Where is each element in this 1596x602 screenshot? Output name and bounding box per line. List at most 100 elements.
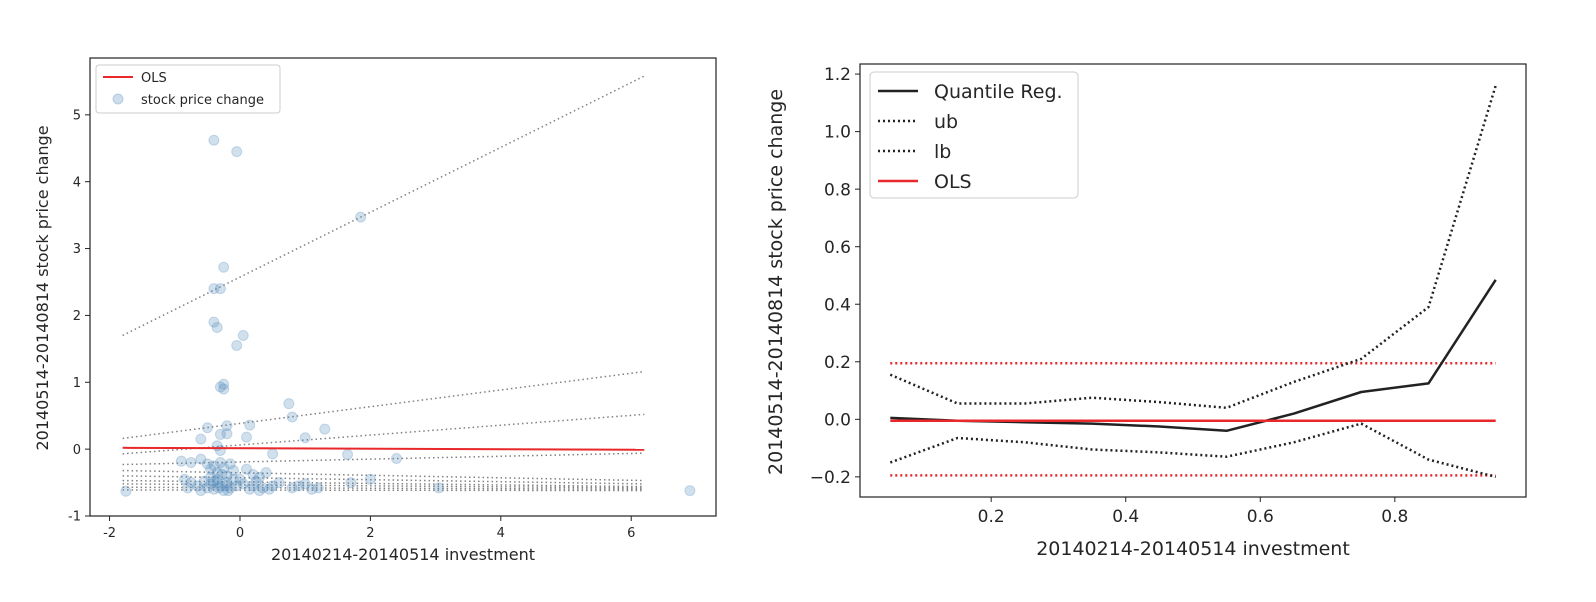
scatter-point [220,480,232,492]
scatter-point [299,478,311,490]
scatter-point [222,485,234,497]
scatter-point [250,475,262,487]
scatter-point [244,483,256,495]
y-tick-label: 0.8 [824,180,851,200]
scatter-point [241,431,252,443]
quantile-line [122,413,645,455]
scatter-point [342,448,354,460]
x-axis-label: 20140214-20140514 investment [271,545,535,564]
scatter-point [273,477,285,489]
scatter-point [208,134,220,146]
quantile-line [122,479,645,488]
quantile-line [122,489,645,492]
ols-regression-line [122,446,645,451]
y-tick-label: 1.0 [824,123,851,143]
axis-ticks: 0.2 0.4 0.6 0.8 −0.2 0.0 0.2 0.4 0.6 0.8 1.0 1.2 [810,65,1409,527]
scatter-point [214,457,226,469]
y-tick-label: 1.2 [824,65,851,85]
quantile-lines [122,75,645,492]
scatter-point [198,475,210,487]
scatter-point [192,480,204,492]
y-axis-label: 20140514-20140814 stock price change [33,125,52,450]
y-tick-label: 2 [73,309,81,324]
scatter-point [237,329,249,341]
scatter-point [218,485,230,497]
scatter-point [227,473,239,485]
scatter-point [185,457,197,469]
scatter-point [319,423,331,435]
quantile-line [122,370,645,440]
y-tick-label: −0.2 [810,468,851,488]
y-tick-label: 5 [73,109,81,124]
series-line-quantile-reg [890,279,1497,433]
scatter-point [211,467,223,479]
scatter-point [263,483,275,495]
scatter-point [254,485,266,497]
plot-frame [859,63,1527,498]
scatter-point [390,452,402,464]
axis-ticks: -2 0 2 4 6 -1 0 1 2 3 4 5 [68,109,635,541]
legend-ols-label: OLS [934,171,972,193]
scatter-point [221,420,233,432]
scatter-point [221,477,233,489]
legend-lb-label: lb [934,141,951,163]
scatter-point [224,458,236,470]
ols-bounds [890,361,1496,477]
x-tick-label: 6 [627,526,635,541]
scatter-point [684,485,696,497]
x-tick-label: 0 [236,526,244,541]
quantile-line [122,75,645,337]
legend-ub-label: ub [934,111,958,133]
scatter-point [214,480,226,492]
scatter-point [205,478,217,490]
scatter-point [214,444,226,456]
y-tick-label: 1 [73,376,81,391]
scatter-point [231,146,243,158]
legend-box [95,64,281,114]
legend-quantile-label: Quantile Reg. [934,81,1063,103]
scatter-point [120,485,132,497]
scatter-point [185,477,197,489]
scatter-point [267,448,279,460]
legend: OLS stock price change [95,64,281,114]
scatter-point [208,316,220,328]
series-line-ub [889,85,1497,410]
scatter-point [237,478,249,490]
x-tick-label: 0.4 [1112,507,1139,527]
scatter-point [195,485,207,497]
scatter-point [286,411,298,423]
scatter-point [201,422,213,434]
x-tick-label: 4 [497,526,505,541]
scatter-chart: -2 0 2 4 6 -1 0 1 2 3 4 5 20140214-20140514 investm… [33,57,717,564]
scatter-point [179,473,191,485]
scatter-point [231,480,243,492]
scatter-point [182,482,194,494]
x-tick-label: -2 [103,526,116,541]
scatter-point [312,482,324,494]
scatter-point [286,482,298,494]
legend-ols-label: OLS [141,71,167,86]
scatter-point [218,378,230,390]
scatter-point [227,465,239,477]
y-tick-label: 0.4 [824,295,851,315]
scatter-point [205,471,217,483]
scatter-point [247,480,259,492]
scatter-point [208,283,220,295]
scatter-point [306,483,318,495]
scatter-point [224,482,236,494]
quantile-line [122,486,645,491]
scatter-point [214,428,226,440]
scatter-point [433,482,445,494]
y-tick-label: 0.6 [824,238,851,258]
quantile-line-chart: 0.2 0.4 0.6 0.8 −0.2 0.0 0.2 0.4 0.6 0.8 1.0 1.2 20… [765,63,1527,560]
scatter-point [254,471,266,483]
scatter-point [213,482,225,494]
x-tick-label: 0.8 [1381,507,1408,527]
scatter-point [205,463,217,475]
scatter-point [214,381,226,393]
scatter-point [260,467,272,479]
series-line-lb [889,422,1497,479]
ols-line [122,446,645,451]
scatter-point [267,480,279,492]
